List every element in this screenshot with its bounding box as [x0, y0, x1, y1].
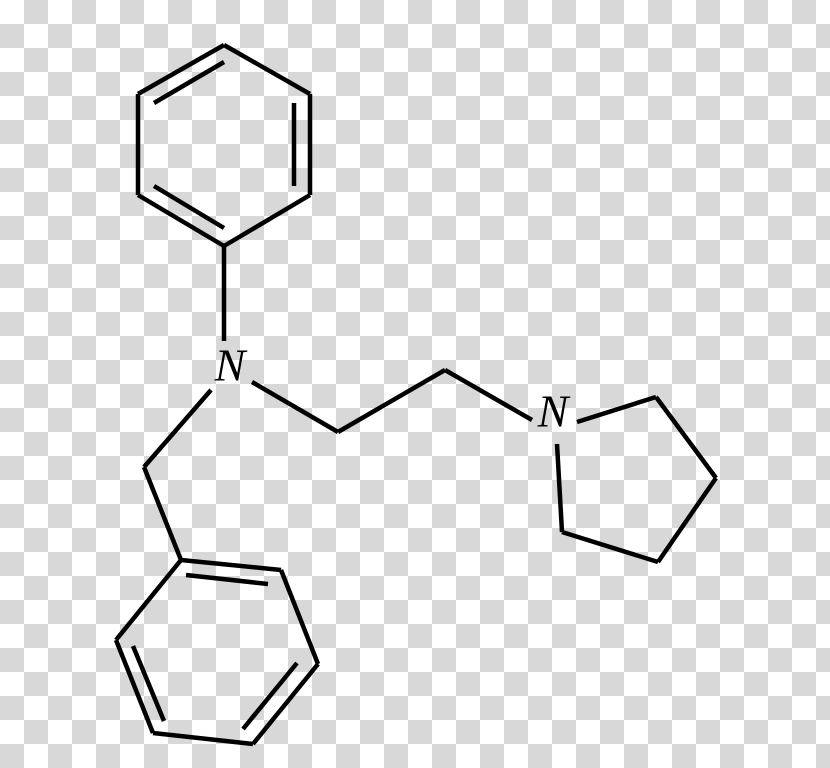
bond: [252, 382, 338, 432]
atom-label-N1: N: [214, 340, 248, 391]
bond: [144, 467, 181, 560]
canvas: { "type": "chemical-structure", "canvas"…: [0, 0, 830, 768]
double-bond-inner: [243, 663, 297, 729]
atom-layer: NN: [214, 340, 571, 437]
bond: [338, 370, 445, 432]
double-bond-inner: [154, 186, 224, 228]
bond: [181, 560, 281, 570]
bond: [224, 195, 310, 246]
double-bond-inner: [154, 62, 224, 103]
double-bond-inner: [186, 575, 268, 584]
bond: [557, 444, 562, 532]
bond: [658, 478, 716, 562]
bond: [577, 397, 656, 422]
bond-layer: [116, 45, 716, 744]
bond: [153, 733, 253, 744]
atom-label-N2: N: [537, 386, 571, 437]
bond: [562, 532, 658, 562]
bond: [224, 45, 310, 94]
double-bond-inner: [133, 646, 164, 721]
molecule-svg: NN: [0, 0, 830, 768]
bond: [445, 370, 532, 420]
bond: [116, 560, 181, 640]
bond: [281, 570, 318, 664]
bond: [656, 397, 716, 478]
bond: [144, 390, 211, 467]
